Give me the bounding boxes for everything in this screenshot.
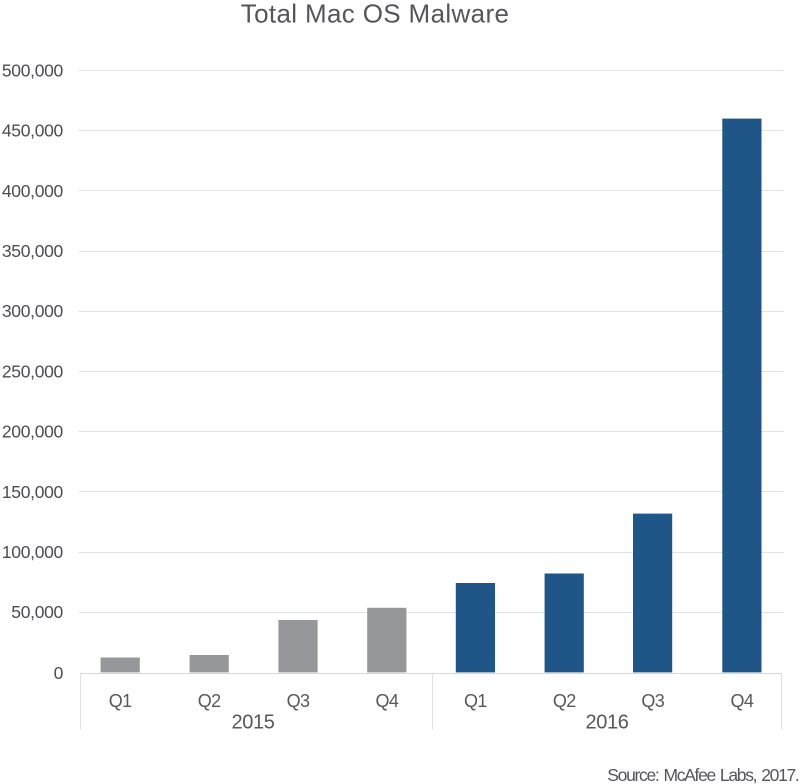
svg-text:Q2: Q2	[198, 691, 221, 711]
svg-text:Total Mac OS Malware: Total Mac OS Malware	[241, 0, 510, 29]
svg-text:Source: McAfee Labs, 2017.: Source: McAfee Labs, 2017.	[607, 765, 799, 784]
svg-text:Q1: Q1	[464, 691, 487, 711]
svg-text:250,000: 250,000	[2, 361, 64, 381]
svg-text:150,000: 150,000	[2, 482, 64, 502]
svg-text:50,000: 50,000	[11, 602, 63, 622]
svg-text:Q2: Q2	[553, 691, 576, 711]
svg-text:Q3: Q3	[641, 691, 664, 711]
svg-text:2015: 2015	[232, 712, 275, 734]
svg-text:200,000: 200,000	[2, 422, 64, 442]
svg-text:Q3: Q3	[287, 691, 310, 711]
svg-text:350,000: 350,000	[2, 241, 64, 261]
svg-text:300,000: 300,000	[2, 301, 64, 321]
svg-text:450,000: 450,000	[2, 121, 64, 141]
svg-text:Q4: Q4	[730, 691, 753, 711]
svg-text:100,000: 100,000	[2, 542, 64, 562]
svg-text:400,000: 400,000	[2, 181, 64, 201]
svg-text:500,000: 500,000	[2, 60, 64, 80]
svg-text:0: 0	[54, 663, 64, 683]
svg-text:Q4: Q4	[375, 691, 398, 711]
svg-text:2016: 2016	[586, 712, 629, 734]
svg-text:Q1: Q1	[109, 691, 132, 711]
